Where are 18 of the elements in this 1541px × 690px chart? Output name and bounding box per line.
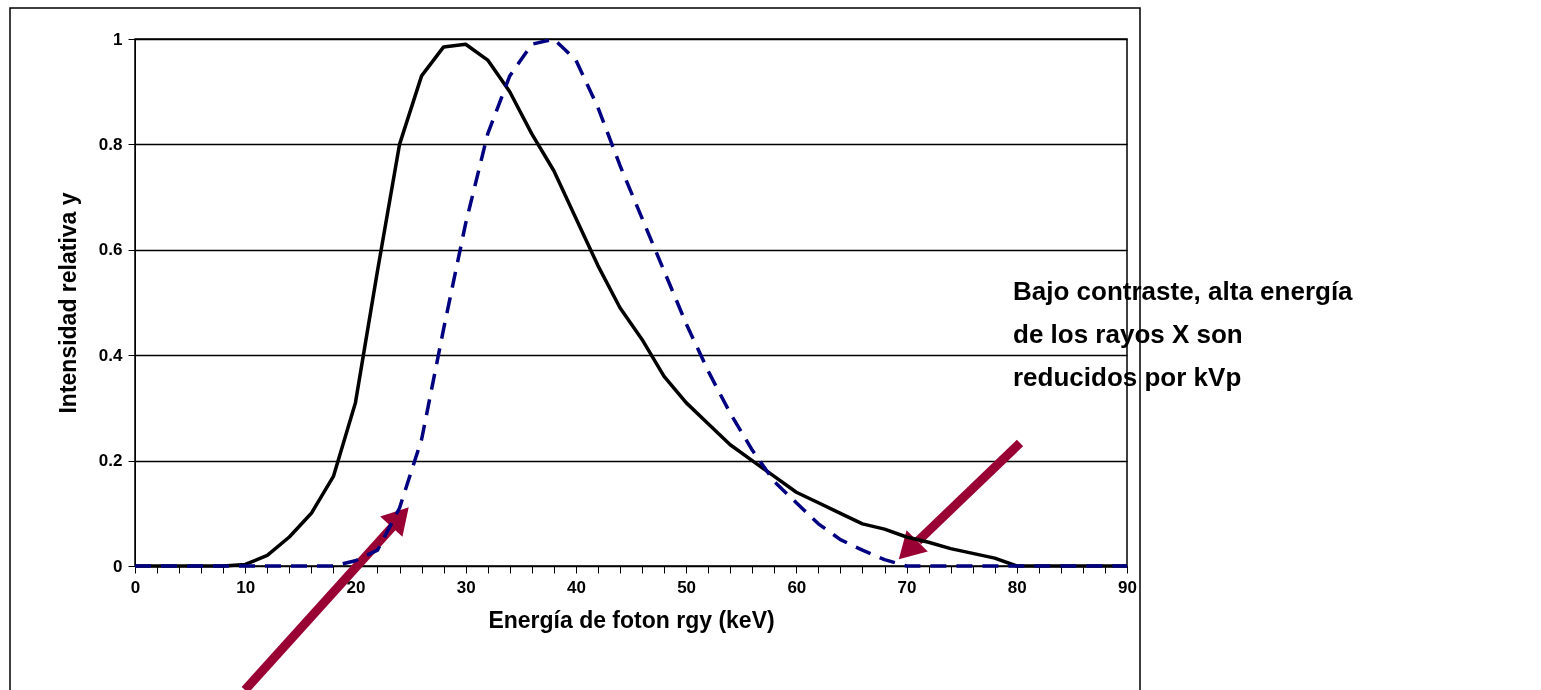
y-tick-label: 0: [113, 556, 123, 576]
y-axis-title: Intensidad relativa y: [54, 192, 81, 414]
x-tick-label: 10: [236, 577, 256, 597]
x-tick-label: 50: [677, 577, 697, 597]
y-tick-label: 0.6: [98, 240, 123, 260]
x-tick-label: 20: [346, 577, 366, 597]
x-tick-label: 90: [1118, 577, 1137, 597]
x-tick-label: 30: [456, 577, 476, 597]
x-tick-label: 80: [1007, 577, 1027, 597]
y-tick-label: 1: [113, 29, 123, 49]
x-tick-label: 0: [130, 577, 141, 597]
x-tick-label: 40: [566, 577, 586, 597]
y-tick-label: 0.2: [98, 451, 123, 471]
y-tick-label: 0.4: [98, 345, 124, 365]
x-tick-label: 70: [897, 577, 917, 597]
y-tick-label: 0.8: [98, 134, 123, 154]
x-axis-title: Energía de foton rgy (keV): [488, 606, 775, 633]
x-tick-label: 60: [787, 577, 807, 597]
